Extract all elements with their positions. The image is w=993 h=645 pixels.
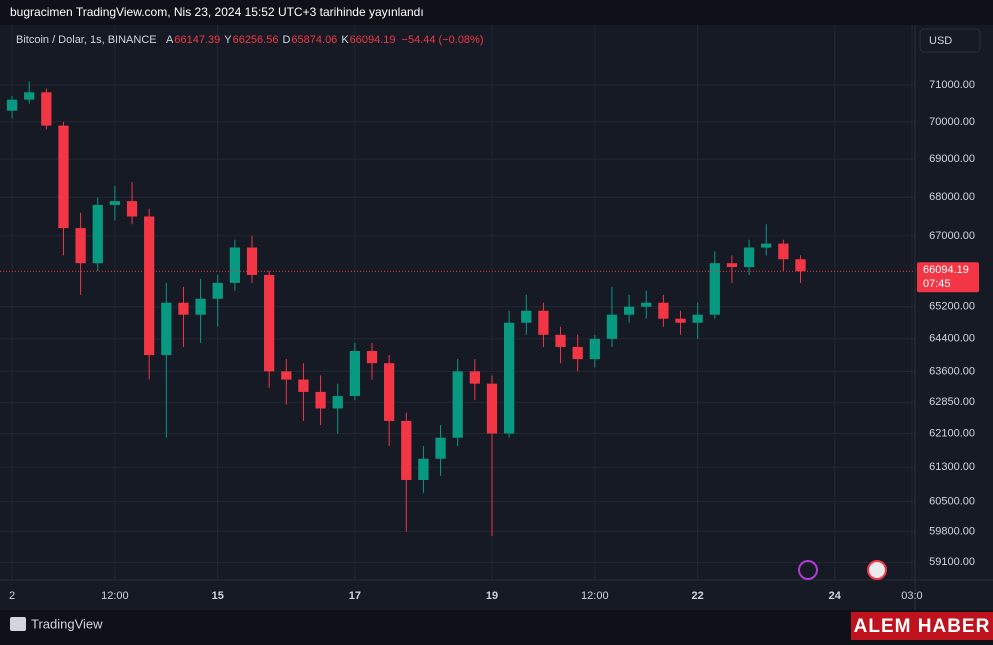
candle-body [264,274,275,372]
x-tick-label: 03:0 [901,590,922,602]
ohlc-key: K [341,34,349,46]
ohlc-value: 65874.06 [291,34,337,46]
last-price-label: 66094.19 [923,264,969,276]
y-tick-label: 70000.00 [929,116,975,128]
y-tick-label: 59100.00 [929,556,975,568]
candle-body [315,391,326,409]
candle-body [555,334,566,347]
candle-body [486,383,498,434]
candle-body [503,322,515,434]
countdown: 07:45 [923,278,951,290]
candle-body [58,125,69,229]
candle-body [401,420,412,480]
candle-body [178,302,189,315]
caption: bugracimen TradingView.com, Nis 23, 2024… [10,5,424,19]
ohlc-value: 66256.56 [233,34,279,46]
candle-body [24,92,35,100]
brand: TradingView [31,616,103,631]
watermark-badge [851,612,993,640]
candle-body [212,282,223,299]
y-tick-label: 68000.00 [929,191,975,203]
candle-body [623,306,635,315]
x-tick-label: 22 [692,590,704,602]
candle-body [795,259,806,272]
flag-icon[interactable] [867,560,887,580]
candle-body [161,302,172,356]
change: −54.44 (−0.08%) [402,34,484,46]
candle-body [658,302,669,319]
candle-body [469,371,480,384]
candle-body [6,99,18,111]
candle-body [298,379,309,392]
candle-body [709,263,720,315]
watermark: ALEM HABER [854,616,991,637]
y-tick-label: 71000.00 [929,79,975,91]
candle-body [778,243,789,260]
y-tick-label: 67000.00 [929,230,975,242]
ohlc-value: 66094.19 [350,34,396,46]
candle-body [383,363,395,421]
candle-body [743,247,755,268]
ohlc-key: A [166,34,174,46]
y-tick-label: 65200.00 [929,301,975,313]
candle-body [332,396,343,409]
x-tick-label: 12:00 [581,590,609,602]
candle-body [246,247,258,275]
candle-body [692,314,703,323]
candle-body [641,302,652,307]
y-tick-label: 62100.00 [929,427,975,439]
ohlc-key: D [282,34,290,46]
x-tick-label: 12:00 [101,590,129,602]
candle-body [41,92,52,126]
candle-body [281,371,292,380]
candle-body [349,350,361,397]
candle-body [229,247,241,283]
candle-body [761,243,772,248]
candle-body [92,204,103,264]
x-tick-label: 17 [349,590,361,602]
candle-body [726,263,738,268]
candle-body [195,298,206,315]
symbol: Bitcoin / Dolar, 1s, BINANCE [16,34,157,46]
candle-body [675,318,686,323]
y-tick-label: 59800.00 [929,526,975,538]
ohlc-value: 66147.39 [174,34,220,46]
candle-body [126,201,138,217]
candle-body [435,437,446,459]
candle-body [144,216,155,356]
x-tick-label: 2 [9,590,15,602]
currency-button[interactable] [919,28,981,53]
candle-body [606,314,618,339]
x-tick-label: 19 [486,590,498,602]
candle-body [109,201,121,205]
candle-body [538,310,549,335]
y-tick-label: 69000.00 [929,153,975,165]
brand-logo [10,617,26,631]
currency[interactable]: USD [929,35,952,47]
y-tick-label: 60500.00 [929,495,975,507]
candle-body [521,310,532,323]
candle-body [572,346,583,360]
last-price-box [917,262,979,293]
y-tick-label: 61300.00 [929,461,975,473]
y-tick-label: 63600.00 [929,365,975,377]
event-icon[interactable] [798,560,818,580]
y-tick-label: 62850.00 [929,396,975,408]
candle-body [452,371,463,438]
x-tick-label: 15 [212,590,224,602]
ohlc-key: Y [224,34,232,46]
y-tick-label: 64400.00 [929,333,975,345]
candle-body [589,338,600,360]
candle-body [75,228,86,264]
x-tick-label: 24 [829,590,842,602]
candle-body [366,350,378,364]
candle-body [418,458,429,480]
